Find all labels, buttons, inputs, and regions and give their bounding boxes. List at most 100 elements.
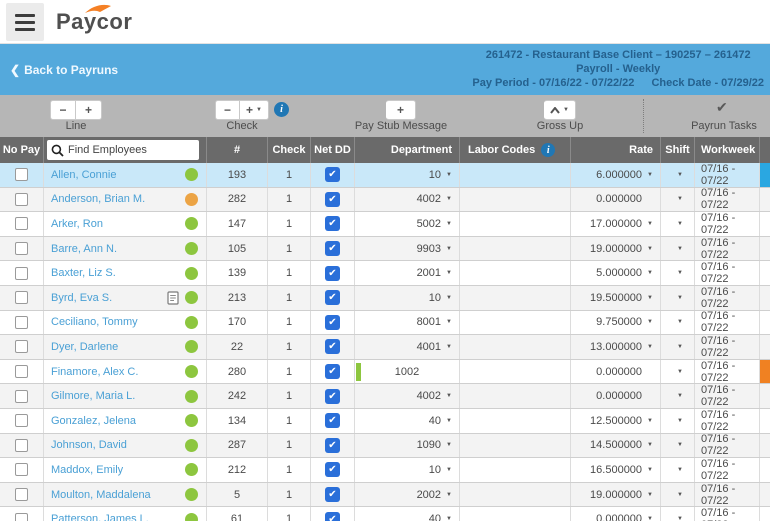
labor-codes-cell[interactable] bbox=[460, 285, 571, 310]
labor-codes-cell[interactable] bbox=[460, 212, 571, 236]
department-cell[interactable]: 1090 ▼ bbox=[355, 433, 460, 458]
check-info-icon[interactable]: i bbox=[274, 102, 289, 117]
department-dropdown-icon[interactable]: ▼ bbox=[446, 319, 452, 326]
labor-codes-cell[interactable] bbox=[460, 507, 571, 521]
department-cell[interactable]: 10 ▼ bbox=[355, 285, 460, 310]
labor-codes-info-icon[interactable]: i bbox=[541, 143, 556, 157]
rate-dropdown-icon[interactable]: ▼ bbox=[647, 294, 653, 301]
department-cell[interactable]: 4002 ▼ bbox=[355, 187, 460, 212]
labor-codes-cell[interactable] bbox=[460, 482, 571, 507]
rate-cell[interactable]: 0.000000 ▼ bbox=[571, 507, 661, 521]
shift-cell[interactable]: ▼ bbox=[661, 310, 695, 335]
department-dropdown-icon[interactable]: ▼ bbox=[446, 171, 452, 178]
labor-codes-cell[interactable] bbox=[460, 163, 571, 187]
rate-cell[interactable]: 17.000000 ▼ bbox=[571, 212, 661, 236]
table-row[interactable]: Byrd, Eva S. 213 1 ✔ 10 ▼ 19 bbox=[0, 286, 770, 311]
net-dd-checkbox[interactable]: ✔ bbox=[325, 388, 340, 404]
shift-dropdown-icon[interactable]: ▼ bbox=[677, 319, 683, 326]
shift-dropdown-icon[interactable]: ▼ bbox=[677, 294, 683, 301]
department-cell[interactable]: 10 ▼ bbox=[355, 163, 460, 187]
shift-cell[interactable]: ▼ bbox=[661, 384, 695, 408]
find-employees-search[interactable]: Find Employees bbox=[47, 140, 199, 160]
shift-dropdown-icon[interactable]: ▼ bbox=[677, 196, 683, 203]
employee-name-link[interactable]: Maddox, Emily bbox=[51, 463, 124, 476]
net-dd-checkbox[interactable]: ✔ bbox=[325, 265, 340, 281]
rate-dropdown-icon[interactable]: ▼ bbox=[647, 343, 653, 350]
labor-codes-cell[interactable] bbox=[460, 335, 571, 359]
note-document-icon[interactable] bbox=[167, 291, 179, 310]
rate-cell[interactable]: 5.000000 ▼ bbox=[571, 261, 661, 285]
rate-cell[interactable]: 0.000000 ▼ bbox=[571, 187, 661, 212]
shift-cell[interactable]: ▼ bbox=[661, 507, 695, 521]
employee-name-link[interactable]: Dyer, Darlene bbox=[51, 340, 119, 353]
net-dd-checkbox[interactable]: ✔ bbox=[325, 314, 340, 330]
line-remove-button[interactable]: − bbox=[50, 100, 76, 120]
table-row[interactable]: Finamore, Alex C. 280 1 ✔ 1002 ▼ bbox=[0, 360, 770, 385]
net-dd-checkbox[interactable]: ✔ bbox=[325, 487, 340, 503]
shift-cell[interactable]: ▼ bbox=[661, 187, 695, 212]
shift-cell[interactable]: ▼ bbox=[661, 212, 695, 236]
table-row[interactable]: Barre, Ann N. 105 1 ✔ 9903 ▼ bbox=[0, 237, 770, 262]
rate-dropdown-icon[interactable]: ▼ bbox=[647, 491, 653, 498]
no-pay-checkbox[interactable] bbox=[15, 266, 28, 280]
employee-name-link[interactable]: Gilmore, Maria L. bbox=[51, 390, 136, 403]
check-add-button[interactable]: + ▼ bbox=[240, 100, 269, 120]
department-cell[interactable]: 4001 ▼ bbox=[355, 335, 460, 359]
employee-name-link[interactable]: Baxter, Liz S. bbox=[51, 267, 116, 280]
rate-dropdown-icon[interactable]: ▼ bbox=[647, 442, 653, 449]
rate-cell[interactable]: 14.500000 ▼ bbox=[571, 433, 661, 458]
labor-codes-cell[interactable] bbox=[460, 408, 571, 433]
net-dd-checkbox[interactable]: ✔ bbox=[325, 339, 340, 355]
net-dd-checkbox[interactable]: ✔ bbox=[325, 437, 340, 453]
grossup-button[interactable]: ▼ bbox=[544, 100, 576, 120]
shift-dropdown-icon[interactable]: ▼ bbox=[677, 442, 683, 449]
department-dropdown-icon[interactable]: ▼ bbox=[446, 393, 452, 400]
shift-cell[interactable]: ▼ bbox=[661, 433, 695, 458]
department-dropdown-icon[interactable]: ▼ bbox=[446, 245, 452, 252]
labor-codes-cell[interactable] bbox=[460, 187, 571, 212]
no-pay-checkbox[interactable] bbox=[15, 365, 28, 379]
shift-dropdown-icon[interactable]: ▼ bbox=[677, 466, 683, 473]
net-dd-checkbox[interactable]: ✔ bbox=[325, 191, 340, 207]
table-row[interactable]: Moulton, Maddalena 5 1 ✔ 2002 ▼ bbox=[0, 483, 770, 508]
no-pay-checkbox[interactable] bbox=[15, 488, 28, 502]
employee-name-link[interactable]: Barre, Ann N. bbox=[51, 242, 118, 255]
no-pay-checkbox[interactable] bbox=[15, 217, 28, 231]
rate-cell[interactable]: 0.000000 ▼ bbox=[571, 359, 661, 384]
rate-dropdown-icon[interactable]: ▼ bbox=[647, 319, 653, 326]
no-pay-checkbox[interactable] bbox=[15, 192, 28, 206]
department-cell[interactable]: 2001 ▼ bbox=[355, 261, 460, 285]
net-dd-checkbox[interactable]: ✔ bbox=[325, 241, 340, 257]
labor-codes-cell[interactable] bbox=[460, 236, 571, 261]
shift-cell[interactable]: ▼ bbox=[661, 335, 695, 359]
net-dd-checkbox[interactable]: ✔ bbox=[325, 290, 340, 306]
labor-codes-cell[interactable] bbox=[460, 310, 571, 335]
no-pay-checkbox[interactable] bbox=[15, 242, 28, 256]
shift-dropdown-icon[interactable]: ▼ bbox=[677, 417, 683, 424]
department-cell[interactable]: 9903 ▼ bbox=[355, 236, 460, 261]
shift-cell[interactable]: ▼ bbox=[661, 236, 695, 261]
employee-name-link[interactable]: Anderson, Brian M. bbox=[51, 193, 146, 206]
no-pay-checkbox[interactable] bbox=[15, 463, 28, 477]
labor-codes-cell[interactable] bbox=[460, 261, 571, 285]
table-row[interactable]: Anderson, Brian M. 282 1 ✔ 4002 ▼ bbox=[0, 187, 770, 213]
no-pay-checkbox[interactable] bbox=[15, 438, 28, 452]
labor-codes-cell[interactable] bbox=[460, 458, 571, 482]
table-row[interactable]: Johnson, David 287 1 ✔ 1090 ▼ bbox=[0, 433, 770, 459]
shift-dropdown-icon[interactable]: ▼ bbox=[677, 245, 683, 252]
shift-dropdown-icon[interactable]: ▼ bbox=[677, 343, 683, 350]
department-cell[interactable]: 10 ▼ bbox=[355, 458, 460, 482]
shift-cell[interactable]: ▼ bbox=[661, 408, 695, 433]
net-dd-checkbox[interactable]: ✔ bbox=[325, 462, 340, 478]
department-dropdown-icon[interactable]: ▼ bbox=[446, 343, 452, 350]
labor-codes-cell[interactable] bbox=[460, 384, 571, 408]
table-row[interactable]: Baxter, Liz S. 139 1 ✔ 2001 ▼ bbox=[0, 261, 770, 286]
department-cell[interactable]: 4002 ▼ bbox=[355, 384, 460, 408]
rate-dropdown-icon[interactable]: ▼ bbox=[647, 171, 653, 178]
department-dropdown-icon[interactable]: ▼ bbox=[446, 270, 452, 277]
employee-name-link[interactable]: Moulton, Maddalena bbox=[51, 488, 151, 501]
rate-cell[interactable]: 19.500000 ▼ bbox=[571, 285, 661, 310]
check-remove-button[interactable]: − bbox=[215, 100, 240, 120]
department-dropdown-icon[interactable]: ▼ bbox=[446, 294, 452, 301]
no-pay-checkbox[interactable] bbox=[15, 315, 28, 329]
